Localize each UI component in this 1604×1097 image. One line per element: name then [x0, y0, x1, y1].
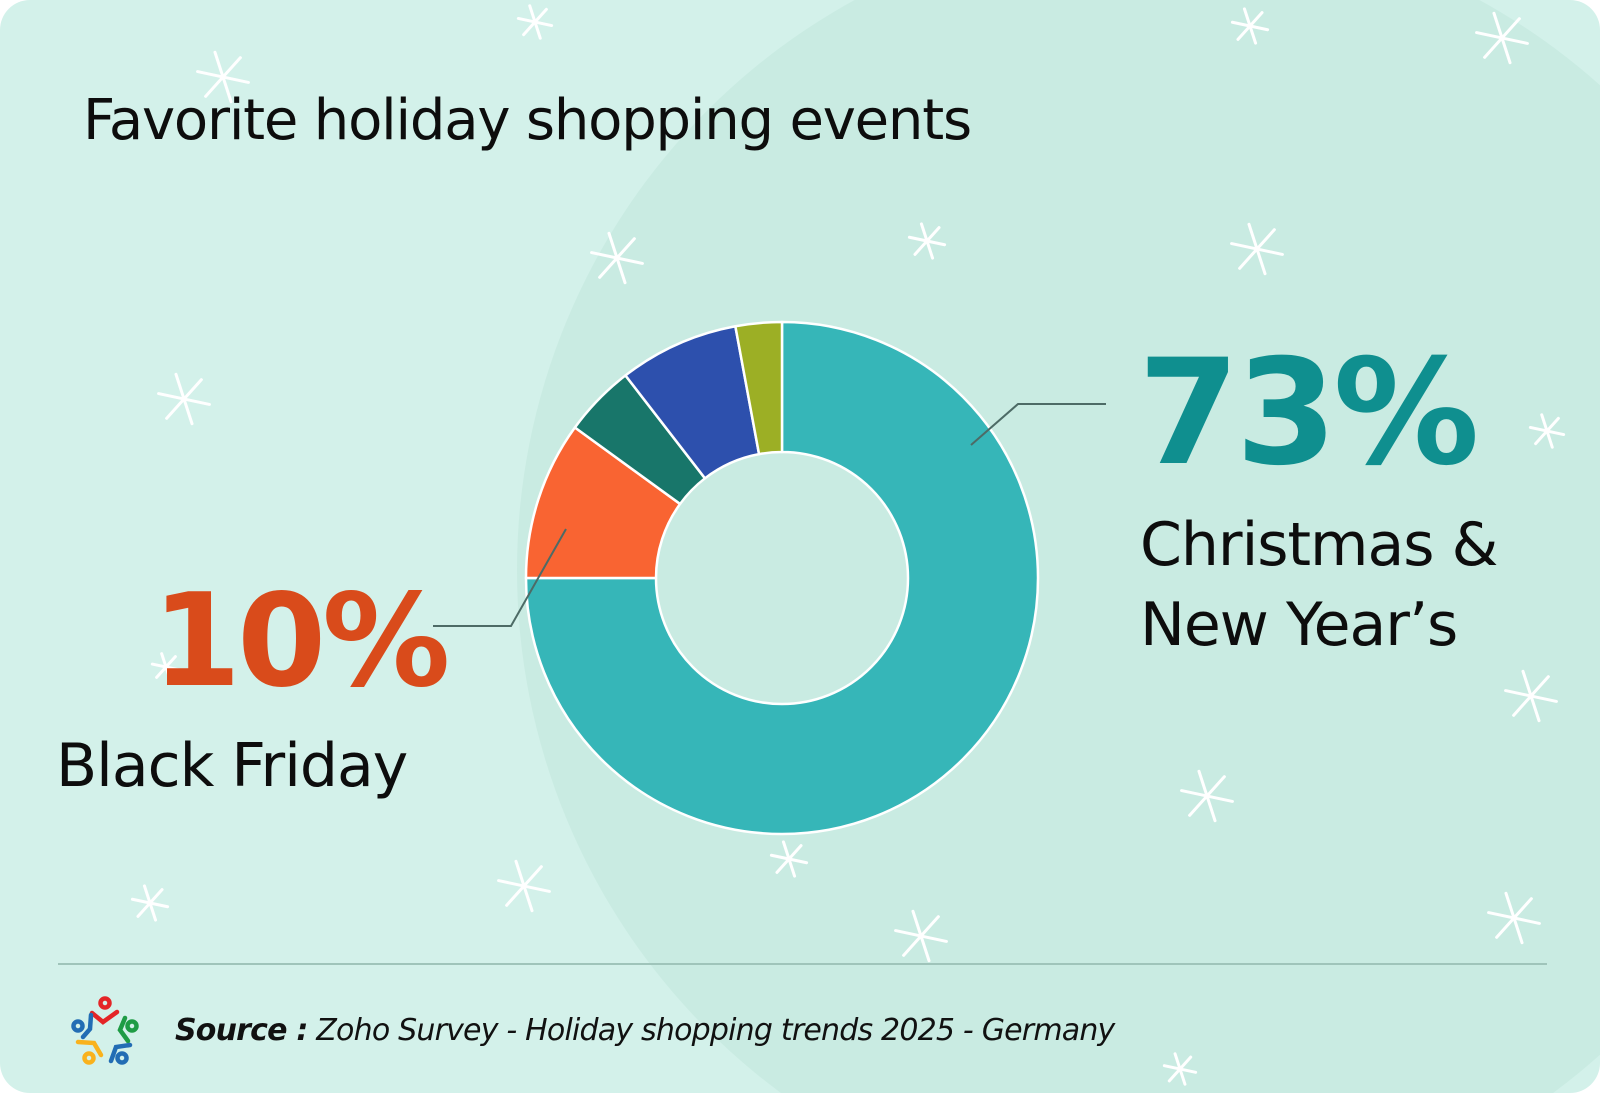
source-label: Source :	[175, 1012, 308, 1048]
primary-label-line2: New Year’s	[1140, 590, 1458, 660]
background-arc	[517, 0, 1600, 1093]
footer: Source : Zoho Survey - Holiday shopping …	[70, 995, 1115, 1065]
primary-label-line1: Christmas &	[1140, 510, 1498, 580]
leader-line-primary	[970, 403, 1106, 446]
snowflake-icon	[157, 372, 211, 426]
source-text: Zoho Survey - Holiday shopping trends 20…	[316, 1012, 1115, 1048]
snowflake-icon	[769, 840, 809, 878]
snowflake-icon	[196, 50, 250, 104]
snowflake-icon	[130, 884, 170, 922]
footer-divider	[58, 963, 1547, 965]
snowflake-icon	[1528, 413, 1566, 449]
snowflake-icon	[894, 909, 948, 963]
snowflake-icon	[1162, 1052, 1198, 1086]
snowflake-icon	[516, 4, 554, 40]
snowflake-icon	[590, 231, 644, 285]
snowflake-icon	[1475, 11, 1529, 65]
snowflake-icon	[907, 222, 947, 260]
snowflake-icon	[1504, 669, 1558, 723]
donut-slice	[734, 320, 784, 456]
donut-slice	[524, 320, 1040, 836]
primary-label: Christmas & New Year’s	[1140, 505, 1498, 665]
secondary-percentage: 10%	[152, 567, 450, 716]
source-citation: Source : Zoho Survey - Holiday shopping …	[175, 1013, 1115, 1048]
snowflake-icon	[1487, 891, 1541, 945]
snowflake-icon	[1180, 769, 1234, 823]
leader-line-secondary	[433, 528, 567, 627]
snowflake-icon	[150, 652, 182, 682]
secondary-label: Black Friday	[56, 731, 408, 801]
zoho-survey-logo-icon	[71, 996, 139, 1065]
snowflake-icon	[497, 859, 551, 913]
chart-title: Favorite holiday shopping events	[83, 88, 972, 153]
snowflake-icon	[1230, 7, 1270, 45]
snowflake-icon	[1230, 222, 1284, 276]
primary-percentage: 73%	[1138, 328, 1479, 498]
